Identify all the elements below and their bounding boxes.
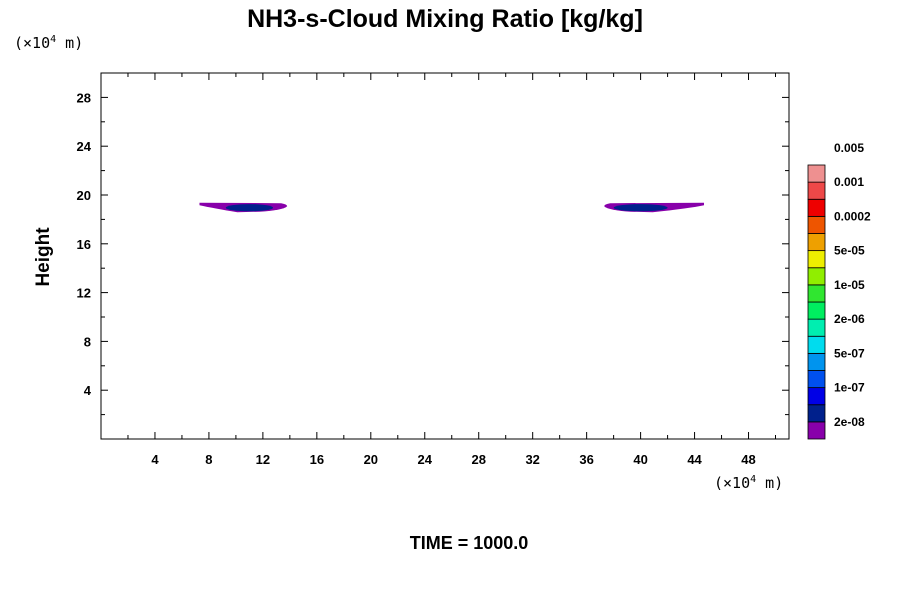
x-tick-label: 16 bbox=[310, 452, 324, 467]
colorbar-cell bbox=[807, 318, 826, 337]
colorbar-label: 5e-05 bbox=[834, 244, 865, 258]
colorbar-label: 0.0002 bbox=[834, 209, 871, 223]
colorbar-cell bbox=[807, 370, 826, 389]
x-tick-label: 24 bbox=[418, 452, 433, 467]
x-tick-label: 20 bbox=[364, 452, 378, 467]
colorbar-cell bbox=[807, 198, 826, 217]
y-tick-label: 8 bbox=[84, 334, 91, 349]
y-tick-label: 12 bbox=[77, 286, 91, 301]
cloud-feature-right-cloud bbox=[604, 202, 705, 213]
colorbar-cell bbox=[807, 404, 826, 423]
colorbar-cell bbox=[807, 250, 826, 269]
x-tick-label: 48 bbox=[741, 452, 755, 467]
x-tick-label: 28 bbox=[471, 452, 485, 467]
colorbar-cell bbox=[807, 284, 826, 303]
y-tick-label: 4 bbox=[84, 383, 92, 398]
x-tick-label: 4 bbox=[151, 452, 159, 467]
y-axis-unit: (×104 m) bbox=[14, 34, 83, 52]
x-tick-label: 8 bbox=[205, 452, 212, 467]
x-tick-label: 44 bbox=[687, 452, 702, 467]
colorbar-label: 1e-07 bbox=[834, 381, 865, 395]
colorbar-cell bbox=[807, 215, 826, 234]
colorbar-label: 0.001 bbox=[834, 175, 864, 189]
x-tick-label: 40 bbox=[633, 452, 647, 467]
x-tick-label: 36 bbox=[579, 452, 593, 467]
colorbar-cell bbox=[807, 387, 826, 406]
cloud-core-right-cloud bbox=[613, 204, 668, 212]
cloud-feature-left-cloud bbox=[199, 202, 288, 213]
colorbar-cell bbox=[807, 267, 826, 286]
x-tick-label: 12 bbox=[256, 452, 270, 467]
y-tick-label: 20 bbox=[77, 188, 91, 203]
colorbar-cell bbox=[807, 181, 826, 200]
y-axis-label: Height bbox=[33, 227, 54, 287]
colorbar-cell bbox=[807, 352, 826, 371]
colorbar-cell bbox=[807, 164, 826, 183]
y-tick-label: 16 bbox=[77, 237, 91, 252]
colorbar-label: 2e-06 bbox=[834, 312, 865, 326]
colorbar: 2e-08 1e-07 5e-07 2e-06 1e-05 5e-05 0.0002 0.00… bbox=[807, 141, 871, 440]
colorbar-cell bbox=[807, 301, 826, 320]
colorbar-label: 0.005 bbox=[834, 141, 864, 155]
y-tick-label: 24 bbox=[77, 139, 92, 154]
colorbar-label: 5e-07 bbox=[834, 346, 865, 360]
x-tick-label: 32 bbox=[525, 452, 539, 467]
plot-frame bbox=[100, 72, 790, 440]
x-axis-unit: (×104 m) bbox=[714, 474, 783, 492]
cloud-core-left-cloud bbox=[225, 204, 274, 212]
y-tick-label: 28 bbox=[77, 90, 91, 105]
colorbar-cell bbox=[807, 233, 826, 252]
chart-title: NH3-s-Cloud Mixing Ratio [kg/kg] bbox=[247, 5, 643, 33]
colorbar-cell bbox=[807, 421, 826, 440]
colorbar-label: 2e-08 bbox=[834, 415, 865, 429]
colorbar-label: 1e-05 bbox=[834, 278, 865, 292]
time-label: TIME = 1000.0 bbox=[410, 533, 529, 553]
colorbar-cell bbox=[807, 335, 826, 354]
